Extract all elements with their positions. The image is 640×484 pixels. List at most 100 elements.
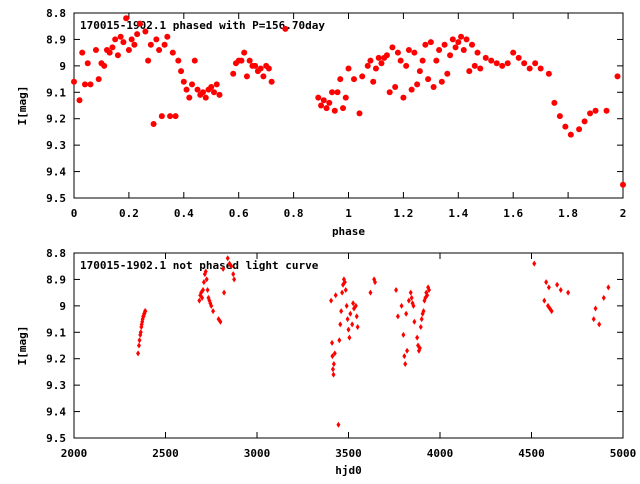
x-tick-label: 2 (620, 207, 627, 220)
data-point (134, 31, 141, 38)
data-point (205, 287, 210, 293)
data-point (378, 60, 385, 67)
data-point (399, 302, 404, 309)
data-point (515, 54, 522, 61)
x-axis-label: hjd0 (335, 464, 362, 477)
data-point (81, 81, 88, 88)
plot-frame (73, 252, 624, 439)
data-point (222, 289, 227, 296)
x-tick-label: 0.4 (174, 207, 194, 220)
data-point (350, 321, 355, 328)
data-point (331, 361, 336, 367)
data-point (397, 57, 404, 64)
data-point (402, 353, 407, 360)
data-point (567, 131, 574, 138)
data-point (331, 371, 336, 378)
data-point (265, 65, 272, 72)
data-point (339, 308, 344, 315)
data-point (477, 65, 484, 72)
data-point (92, 47, 99, 53)
data-point (425, 76, 432, 83)
chart-title: 170015-1902.1 phased with P=156.70day (80, 19, 325, 32)
y-tick-label: 9 (59, 60, 66, 73)
data-point (230, 70, 237, 77)
x-tick-label: 0.6 (229, 207, 249, 220)
data-point (482, 54, 489, 61)
data-point (326, 99, 333, 106)
data-point (200, 294, 205, 301)
data-point (389, 44, 396, 51)
x-tick-label: 4000 (427, 447, 454, 460)
data-point (471, 62, 478, 69)
data-point (246, 57, 253, 64)
data-point (405, 347, 410, 354)
data-point (186, 94, 193, 101)
data-point (76, 97, 83, 104)
data-point (150, 121, 157, 127)
data-point (209, 302, 214, 309)
data-point (114, 52, 121, 59)
data-point (87, 81, 94, 88)
data-point (587, 110, 594, 117)
data-point (197, 297, 202, 304)
y-tick-label: 9.2 (46, 113, 66, 126)
data-point (332, 350, 337, 357)
data-point (452, 44, 459, 51)
data-point (370, 78, 377, 85)
phased-light-curve-panel: 0 0.2 0.4 0.6 0.8 1 1.2 1.4 1.6 1.8 2 8.8 8.9 9 9.1 9.2… (16, 7, 626, 238)
data-point (241, 49, 248, 56)
data-point (112, 36, 119, 43)
data-point (576, 126, 583, 133)
data-point (460, 47, 467, 53)
data-point (359, 73, 366, 80)
data-point (504, 60, 511, 67)
y-tick-label: 9.3 (46, 379, 66, 392)
data-point (120, 39, 127, 46)
data-point (447, 52, 454, 59)
data-point (419, 316, 424, 323)
data-point (136, 350, 141, 357)
y-tick-label: 9.5 (46, 192, 66, 205)
data-point (537, 65, 544, 72)
data-point (592, 107, 599, 114)
x-tick-label: 1.6 (503, 207, 523, 220)
data-point (458, 33, 465, 40)
data-point (562, 123, 569, 130)
data-point (172, 113, 179, 120)
data-point (436, 47, 443, 53)
data-point (329, 297, 334, 304)
data-point (591, 316, 596, 323)
data-point (412, 318, 417, 325)
x-tick-label: 3000 (244, 447, 271, 460)
data-point (474, 49, 481, 56)
data-point (318, 102, 325, 109)
data-point (201, 287, 206, 293)
data-point (315, 94, 322, 101)
y-tick-label: 9.2 (46, 353, 66, 366)
data-point (430, 84, 437, 90)
data-point (225, 255, 230, 262)
data-point (213, 81, 220, 88)
data-point (411, 49, 418, 56)
data-point (128, 36, 135, 43)
data-point (392, 84, 399, 90)
data-point (221, 265, 226, 272)
data-point (229, 263, 234, 270)
y-axis-label: I[mag] (16, 86, 29, 126)
data-point (403, 361, 408, 367)
data-point (463, 36, 470, 43)
data-point (323, 105, 330, 112)
data-point (542, 297, 547, 304)
y-tick-label: 9 (59, 300, 66, 313)
data-point (455, 39, 462, 46)
data-point (400, 94, 407, 101)
data-point (532, 260, 537, 267)
data-point (614, 73, 621, 80)
data-point (334, 89, 341, 96)
data-point (401, 331, 406, 338)
data-point (394, 49, 401, 56)
data-point (194, 86, 201, 93)
data-point (383, 52, 390, 59)
data-point (405, 47, 412, 53)
